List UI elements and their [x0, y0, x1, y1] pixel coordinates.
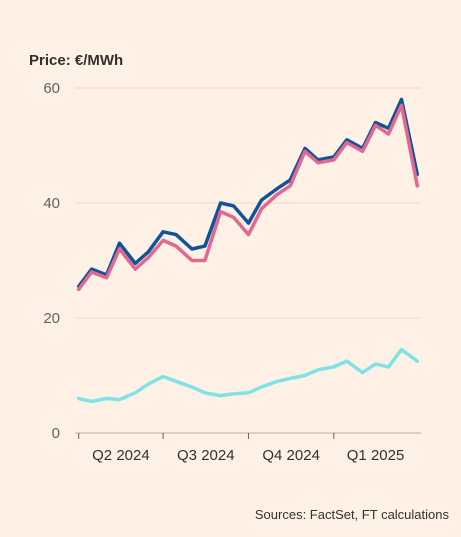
y-tick-label: 20 — [43, 310, 60, 327]
y-tick-label: 40 — [43, 195, 60, 212]
source-note: Sources: FactSet, FT calculations — [254, 507, 449, 522]
x-tick-label: Q4 2024 — [262, 447, 320, 464]
y-tick-label: 0 — [52, 425, 60, 442]
x-axis: Q2 2024 Q3 2024 Q4 2024 Q1 2025 — [78, 433, 405, 464]
x-tick-label: Q2 2024 — [92, 447, 150, 464]
y-axis-ticks: 0 20 40 60 — [43, 80, 60, 442]
series-line-1 — [76, 97, 420, 289]
series-line-2 — [76, 103, 420, 292]
y-tick-label: 60 — [43, 80, 60, 97]
x-tick-label: Q3 2024 — [177, 447, 235, 464]
series-lines — [76, 97, 420, 404]
chart-title: Price: €/MWh — [29, 52, 124, 69]
x-tick-label: Q1 2025 — [347, 447, 405, 464]
series-line-3 — [76, 347, 420, 404]
